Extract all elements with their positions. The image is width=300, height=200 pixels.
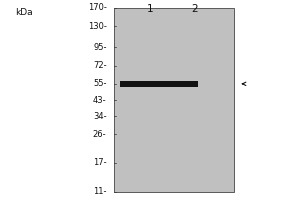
Text: 72-: 72- <box>93 61 106 70</box>
Text: 130-: 130- <box>88 22 106 31</box>
Text: kDa: kDa <box>15 8 33 17</box>
Text: 11-: 11- <box>93 188 106 196</box>
Text: 55-: 55- <box>93 79 106 88</box>
Text: 34-: 34- <box>93 112 106 121</box>
Text: 170-: 170- <box>88 3 106 12</box>
Text: 95-: 95- <box>93 43 106 52</box>
Bar <box>120 81 198 87</box>
Bar <box>114 8 234 192</box>
Text: 26-: 26- <box>93 130 106 139</box>
Text: 17-: 17- <box>93 158 106 167</box>
Text: 43-: 43- <box>93 96 106 105</box>
Text: 2: 2 <box>192 4 198 14</box>
Text: 1: 1 <box>147 4 153 14</box>
